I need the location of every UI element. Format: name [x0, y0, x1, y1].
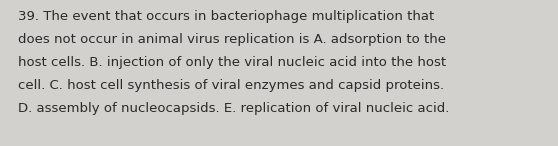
Text: D. assembly of nucleocapsids. E. replication of viral nucleic acid.: D. assembly of nucleocapsids. E. replica… [18, 102, 449, 115]
Text: host cells. B. injection of only the viral nucleic acid into the host: host cells. B. injection of only the vir… [18, 56, 446, 69]
Text: cell. C. host cell synthesis of viral enzymes and capsid proteins.: cell. C. host cell synthesis of viral en… [18, 79, 444, 92]
Text: 39. The event that occurs in bacteriophage multiplication that: 39. The event that occurs in bacteriopha… [18, 10, 434, 23]
Text: does not occur in animal virus replication is A. adsorption to the: does not occur in animal virus replicati… [18, 33, 446, 46]
